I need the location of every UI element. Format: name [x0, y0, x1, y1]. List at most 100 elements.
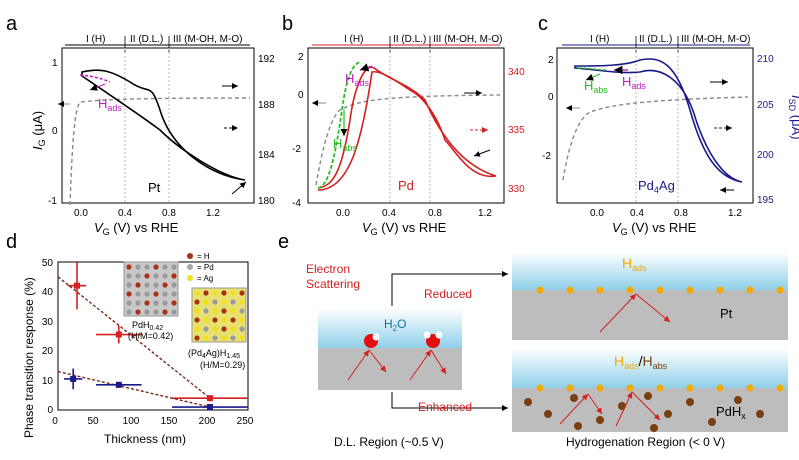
habs-atom: [734, 396, 742, 404]
hads-atom: [596, 384, 604, 392]
region-label-1: I (H): [590, 34, 609, 45]
crystal-atom: [194, 290, 200, 296]
hads-atoms: [536, 286, 784, 294]
y-tick: 20: [42, 346, 54, 357]
crystal-atom: [194, 326, 200, 332]
crystal-atom: [230, 335, 236, 341]
crystal-atom: [153, 300, 159, 306]
electron-path: [368, 349, 387, 373]
x-tick: 0: [52, 416, 58, 427]
plot-frame: [61, 47, 255, 204]
habs-atom: [574, 422, 582, 430]
hads-atoms: [536, 384, 784, 392]
legend-ag-label: = Ag: [197, 274, 213, 283]
crystal-atom: [230, 290, 236, 296]
habs-atom: [756, 410, 764, 418]
crystal-atom: [144, 300, 150, 306]
y-tick: -4: [292, 198, 301, 209]
hads-atom: [776, 286, 784, 294]
data-point: [70, 375, 77, 382]
crystal-atom: [221, 299, 227, 305]
water-layer: [512, 252, 788, 290]
enhanced-label: Enhanced: [418, 400, 472, 414]
x-tick: 1.2: [206, 208, 220, 219]
panel-d-letter: d: [6, 231, 17, 253]
crystal1-formula: PdH0.42: [132, 320, 163, 332]
x-axis-label: VG (V) vs RHE: [362, 220, 447, 237]
hads-atom: [536, 286, 544, 294]
crystal-atom: [203, 326, 209, 332]
gate-current-curve: [562, 96, 749, 181]
electron-path: [347, 349, 370, 381]
y-tick: 30: [42, 317, 54, 328]
x-tick: 1.2: [478, 208, 492, 219]
crystal-atom: [171, 282, 177, 288]
crystal-atom: [171, 264, 177, 270]
x-tick: 100: [123, 416, 140, 427]
scattering-label: Scattering: [306, 277, 360, 291]
crystal-atom: [221, 308, 227, 314]
pt-label: Pt: [720, 306, 733, 321]
habs-atom: [570, 394, 578, 402]
y-tick: -1: [48, 196, 57, 207]
y-tick: -2: [542, 151, 551, 162]
habs-label: Habs: [584, 78, 608, 95]
x-tick: 0.4: [630, 208, 644, 219]
y-tick: 0: [47, 405, 53, 416]
hads-atom: [596, 286, 604, 294]
hads-atom: [686, 384, 694, 392]
region-label-1: I (H): [344, 34, 363, 45]
crystal-atom: [126, 264, 132, 270]
trend-line-0: [57, 276, 211, 399]
crystal-atom: [239, 299, 245, 305]
data-point: [207, 395, 213, 402]
water-label: H2O: [384, 317, 406, 333]
crystal-atom: [203, 299, 209, 305]
crystal-atom: [126, 300, 132, 306]
crystal-atom: [230, 326, 236, 332]
legend-h-label: = H: [197, 252, 210, 261]
crystal-atom: [203, 308, 209, 314]
x-tick: 0.8: [674, 208, 688, 219]
habs-atom: [708, 418, 716, 426]
crystal-atom: [212, 308, 218, 314]
crystal-atom: [203, 317, 209, 323]
y-tick: 2: [298, 52, 304, 63]
y-tick-right: 195: [757, 195, 774, 206]
x-tick: 0.0: [74, 208, 88, 219]
y-tick-right: 180: [258, 196, 275, 207]
region-label-2: II (D.L.): [130, 34, 163, 45]
crystal-atom: [194, 299, 200, 305]
metal-label: Pd: [398, 178, 414, 193]
hads-atom: [626, 286, 634, 294]
gate-current-curve: [315, 94, 501, 186]
habs-arrow: [585, 73, 601, 81]
scan-arrow: [473, 149, 491, 157]
crystal-atom: [144, 264, 150, 270]
hads-atom: [656, 384, 664, 392]
crystal-atom: [221, 317, 227, 323]
crystal-atom: [230, 299, 236, 305]
chart-marks: [57, 262, 248, 411]
pdhx-label: PdHx: [716, 404, 746, 421]
crystal-atom: [135, 291, 141, 297]
x-axis-label: Thickness (nm): [104, 432, 186, 446]
panel-c: c I (H) II (D.L.) III (M-OH, M-O) Habs H…: [538, 13, 799, 237]
habs-curve: [577, 67, 607, 71]
hads-atom: [626, 384, 634, 392]
crystal-atom: [135, 282, 141, 288]
metal-label: Pt: [148, 180, 161, 195]
crystal-atom: [153, 291, 159, 297]
habs-atom: [524, 398, 532, 406]
legend-pd-dot: [187, 264, 193, 270]
crystal-pdag-inset: [191, 287, 247, 343]
habs-atom: [644, 392, 652, 400]
axis-ticks: 0 50 100 150 200 250 0 10 20 30 40 50: [42, 258, 254, 427]
crystal-atom: [171, 300, 177, 306]
crystal-atom: [162, 291, 168, 297]
electron-path: [559, 393, 589, 425]
region-label-1: I (H): [86, 34, 105, 45]
water-molecule-oxygen: [426, 334, 440, 348]
crystal-atom: [194, 335, 200, 341]
crystal-atom: [126, 282, 132, 288]
